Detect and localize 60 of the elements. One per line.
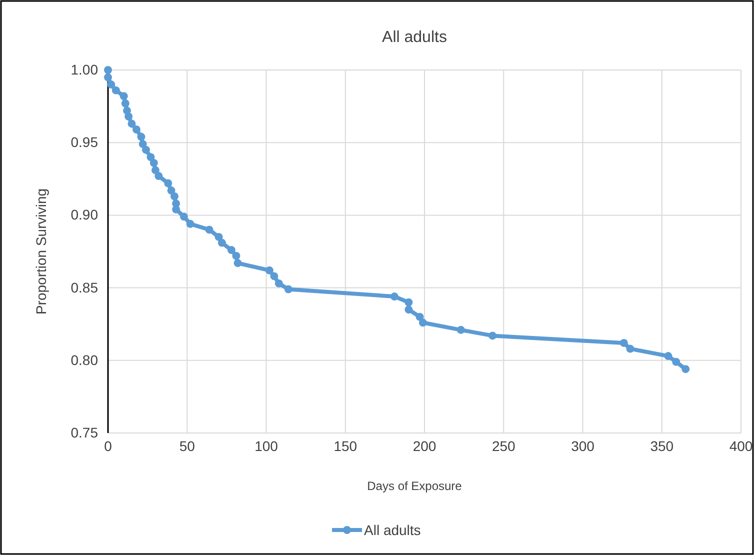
point: [167, 186, 176, 194]
point: [218, 238, 226, 247]
point: [620, 338, 628, 347]
point: [456, 326, 465, 334]
x-tick-label: 100: [254, 438, 278, 454]
point: [104, 66, 112, 74]
point: [205, 226, 214, 234]
point: [142, 146, 150, 154]
point: [404, 298, 413, 306]
point: [107, 80, 116, 88]
point: [128, 120, 136, 128]
legend-label: All adults: [364, 522, 421, 538]
x-axis-title: Days of Exposure: [367, 479, 462, 493]
point: [672, 358, 680, 366]
point: [154, 172, 163, 180]
point: [404, 306, 413, 314]
point: [151, 166, 160, 174]
point: [138, 140, 147, 148]
point: [180, 212, 188, 221]
point: [170, 192, 178, 200]
point: [664, 352, 672, 360]
point: [124, 112, 133, 120]
x-tick-label: 0: [104, 438, 112, 454]
point: [418, 318, 427, 327]
point: [265, 266, 274, 274]
y-axis-title: Proportion Surviving: [33, 188, 49, 315]
y-tick-label: 1.00: [70, 61, 98, 78]
y-tick-label: 0.95: [70, 134, 98, 150]
point: [232, 252, 240, 260]
x-tick-label: 200: [412, 438, 436, 454]
x-tick-label: 300: [571, 438, 595, 454]
point: [390, 292, 398, 300]
point: [488, 332, 497, 340]
y-tick-label: 0.75: [70, 424, 98, 440]
x-tick-label: 150: [334, 438, 358, 454]
point: [284, 285, 292, 294]
y-tick-label: 0.80: [70, 352, 98, 368]
x-tick-label: 50: [179, 438, 196, 454]
point: [132, 126, 140, 134]
point: [626, 344, 634, 353]
point: [234, 259, 242, 268]
point: [121, 99, 130, 108]
x-tick-label: 250: [492, 438, 516, 454]
point: [112, 86, 120, 94]
point: [274, 279, 283, 288]
y-tick-label: 0.90: [70, 206, 98, 223]
point: [146, 153, 155, 162]
point: [120, 92, 128, 100]
point: [214, 233, 223, 241]
point: [270, 272, 278, 280]
point: [186, 220, 194, 228]
point: [104, 73, 112, 82]
x-tick-label: 350: [650, 438, 674, 454]
point: [682, 365, 690, 374]
point: [164, 179, 172, 188]
point: [227, 246, 236, 254]
y-tick-label: 0.85: [70, 279, 98, 296]
chart-title: All adults: [382, 29, 447, 46]
point: [137, 132, 146, 141]
point: [150, 158, 158, 167]
